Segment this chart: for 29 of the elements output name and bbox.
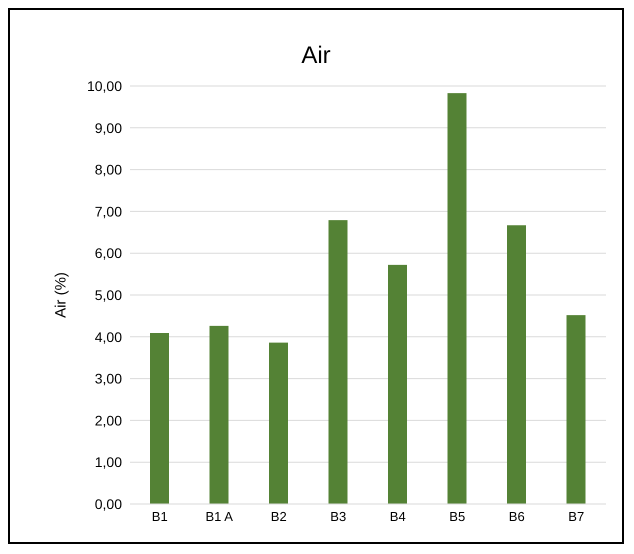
- x-tick-label: B2: [270, 509, 287, 524]
- y-tick-label: 3,00: [94, 370, 122, 387]
- x-tick-label: B4: [390, 509, 406, 524]
- y-tick-label: 5,00: [94, 286, 122, 303]
- bar: [566, 315, 586, 504]
- y-tick-label: 10,00: [86, 78, 122, 94]
- bar: [328, 220, 348, 504]
- x-tick-label: B5: [449, 509, 466, 524]
- y-tick-label: 9,00: [94, 120, 122, 136]
- y-axis-title: Air (%): [52, 272, 70, 318]
- y-tick-label: 0,00: [94, 496, 122, 512]
- bar: [269, 342, 288, 504]
- y-tick-label: 2,00: [94, 412, 122, 428]
- chart-title: Air: [300, 42, 332, 70]
- bar: [210, 326, 228, 504]
- y-tick-label: 6,00: [94, 245, 122, 262]
- x-tick-label: B6: [508, 509, 525, 524]
- x-tick-label: B3: [330, 509, 346, 524]
- x-tick-label: B1 A: [206, 509, 234, 524]
- bar: [448, 93, 466, 504]
- y-tick-label: 4,00: [94, 328, 122, 345]
- x-tick-label: B1: [152, 509, 168, 524]
- y-tick-label: 8,00: [94, 162, 122, 178]
- y-tick-label: 1,00: [94, 454, 122, 470]
- bar: [388, 264, 407, 504]
- bar: [150, 333, 169, 504]
- bar: [507, 225, 526, 504]
- y-tick-label: 7,00: [94, 203, 122, 220]
- x-tick-label: B7: [568, 509, 584, 524]
